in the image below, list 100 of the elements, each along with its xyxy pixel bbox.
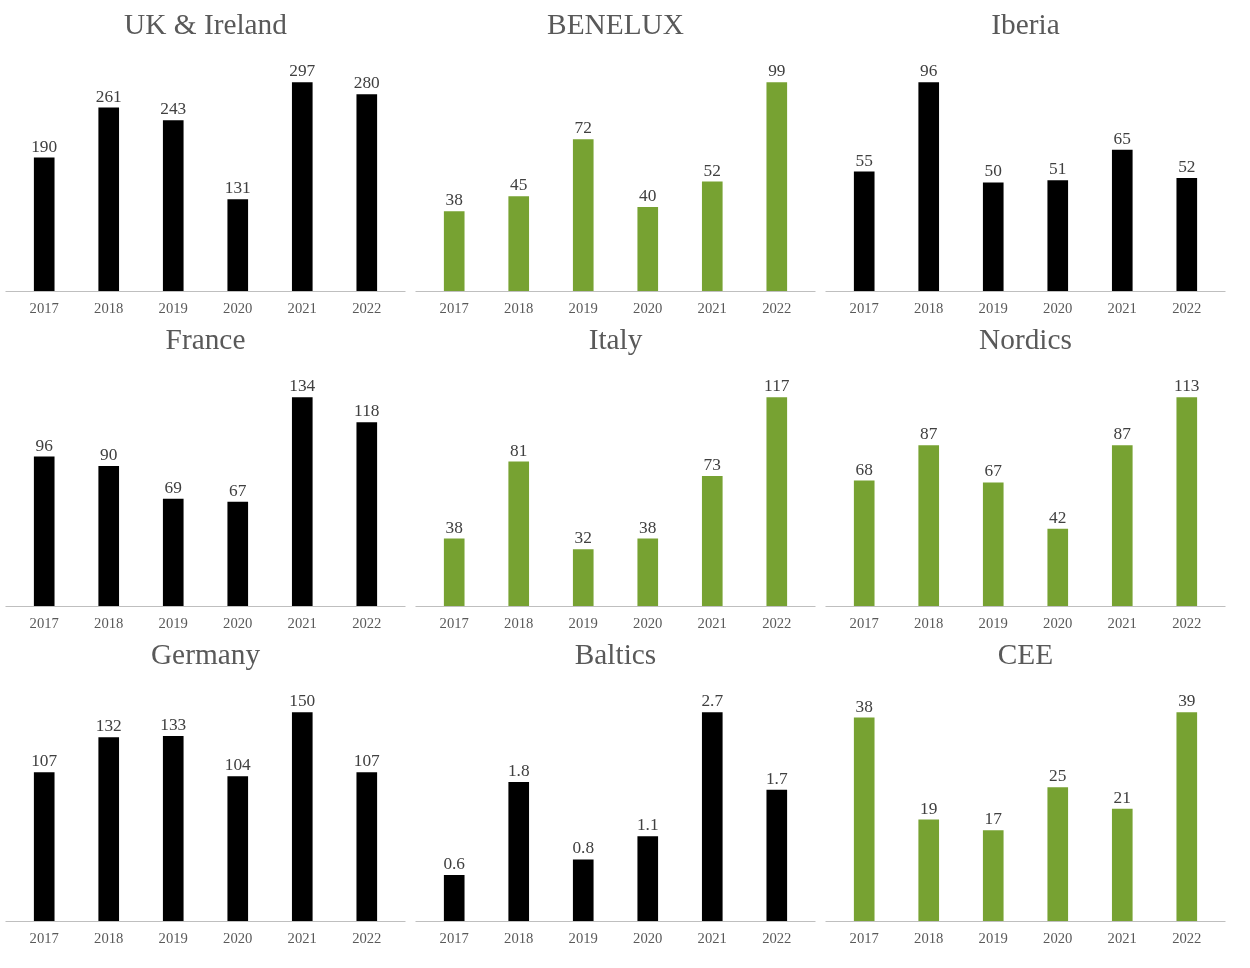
x-tick-label: 2017 — [439, 299, 469, 316]
data-label: 38 — [855, 696, 873, 716]
x-tick-label: 2019 — [978, 299, 1008, 316]
x-tick-label: 2021 — [1107, 929, 1137, 946]
x-tick-label: 2020 — [1043, 929, 1073, 946]
x-tick-label: 2022 — [352, 299, 382, 316]
data-label: 67 — [984, 461, 1003, 481]
data-label: 113 — [1174, 376, 1200, 396]
x-tick-label: 2019 — [978, 614, 1008, 631]
data-label: 50 — [984, 161, 1002, 181]
data-label: 68 — [855, 459, 873, 479]
x-tick-label: 2017 — [439, 929, 469, 946]
data-label: 17 — [984, 809, 1003, 829]
data-label: 87 — [920, 424, 938, 444]
data-label: 118 — [354, 401, 380, 421]
data-label: 107 — [31, 751, 58, 771]
x-tick-label: 2021 — [1107, 614, 1137, 631]
data-label: 65 — [1113, 128, 1131, 148]
x-tick-label: 2021 — [287, 299, 317, 316]
data-label: 1.8 — [507, 760, 530, 780]
x-tick-label: 2021 — [697, 929, 727, 946]
x-tick-label: 2018 — [94, 299, 124, 316]
data-label: 52 — [1178, 157, 1196, 177]
x-tick-label: 2020 — [633, 299, 663, 316]
data-label: 150 — [289, 691, 316, 711]
x-tick-label: 2020 — [633, 614, 663, 631]
x-tick-label: 2022 — [352, 614, 382, 631]
data-label: 132 — [95, 716, 122, 736]
data-label: 73 — [703, 454, 721, 474]
x-tick-label: 2019 — [568, 929, 598, 946]
x-tick-label: 2020 — [223, 299, 253, 316]
x-tick-label: 2022 — [762, 299, 792, 316]
data-label: 0.8 — [572, 838, 595, 858]
data-label: 117 — [764, 376, 790, 396]
x-tick-label: 2020 — [1043, 299, 1073, 316]
x-tick-label: 2017 — [29, 299, 59, 316]
chart-title: UK & Ireland — [124, 7, 288, 40]
x-tick-label: 2022 — [1172, 929, 1202, 946]
data-label: 39 — [1178, 691, 1196, 711]
data-label: 21 — [1113, 787, 1131, 807]
x-tick-label: 2020 — [633, 929, 663, 946]
chart-title: BENELUX — [547, 7, 684, 40]
data-label: 81 — [510, 440, 528, 460]
data-label: 96 — [35, 435, 54, 455]
data-label: 96 — [920, 61, 938, 81]
x-tick-label: 2021 — [697, 299, 727, 316]
x-tick-label: 2021 — [287, 614, 317, 631]
data-label: 52 — [703, 160, 721, 180]
x-tick-label: 2022 — [762, 929, 792, 946]
data-label: 107 — [353, 751, 381, 771]
x-tick-label: 2021 — [1107, 299, 1137, 316]
x-tick-label: 2021 — [697, 614, 727, 631]
data-label: 243 — [160, 99, 187, 119]
x-tick-label: 2021 — [287, 929, 317, 946]
chart-title: CEE — [997, 637, 1054, 670]
data-label: 40 — [639, 185, 657, 205]
x-tick-label: 2019 — [158, 929, 188, 946]
data-label: 38 — [445, 190, 463, 210]
data-label: 42 — [1049, 507, 1067, 527]
chart-title: Iberia — [991, 7, 1060, 40]
x-tick-label: 2020 — [223, 929, 253, 946]
x-tick-label: 2022 — [762, 614, 792, 631]
data-label: 45 — [510, 175, 528, 195]
chart-title: Italy — [588, 322, 643, 355]
data-label: 261 — [95, 86, 122, 106]
x-tick-label: 2018 — [94, 929, 124, 946]
data-label: 19 — [920, 798, 938, 818]
x-tick-label: 2018 — [504, 299, 534, 316]
x-tick-label: 2022 — [1172, 614, 1202, 631]
data-label: 190 — [31, 136, 58, 156]
data-label: 55 — [855, 150, 873, 170]
x-tick-label: 2022 — [1172, 299, 1202, 316]
x-tick-label: 2018 — [504, 614, 534, 631]
x-tick-label: 2019 — [978, 929, 1008, 946]
x-tick-label: 2017 — [29, 929, 59, 946]
data-label: 67 — [229, 480, 247, 500]
x-tick-label: 2018 — [914, 299, 944, 316]
x-tick-label: 2018 — [504, 929, 534, 946]
data-label: 104 — [224, 755, 252, 775]
x-tick-label: 2022 — [352, 929, 382, 946]
data-label: 0.6 — [443, 853, 466, 873]
chart-title: Baltics — [574, 637, 657, 670]
data-label: 38 — [639, 517, 657, 537]
data-label: 2.7 — [701, 691, 724, 711]
data-label: 131 — [224, 178, 251, 198]
x-tick-label: 2017 — [849, 929, 879, 946]
data-label: 134 — [289, 376, 316, 396]
x-tick-label: 2018 — [914, 614, 944, 631]
chart-title: Nordics — [979, 322, 1072, 355]
x-tick-label: 2018 — [914, 929, 944, 946]
data-label: 51 — [1049, 159, 1067, 179]
data-label: 25 — [1049, 766, 1067, 786]
data-label: 72 — [574, 118, 592, 138]
x-tick-label: 2018 — [94, 614, 124, 631]
x-tick-label: 2020 — [1043, 614, 1073, 631]
data-label: 99 — [768, 61, 786, 81]
data-label: 1.1 — [636, 815, 659, 835]
x-tick-label: 2019 — [158, 614, 188, 631]
data-label: 69 — [164, 477, 182, 497]
data-label: 280 — [353, 73, 380, 93]
